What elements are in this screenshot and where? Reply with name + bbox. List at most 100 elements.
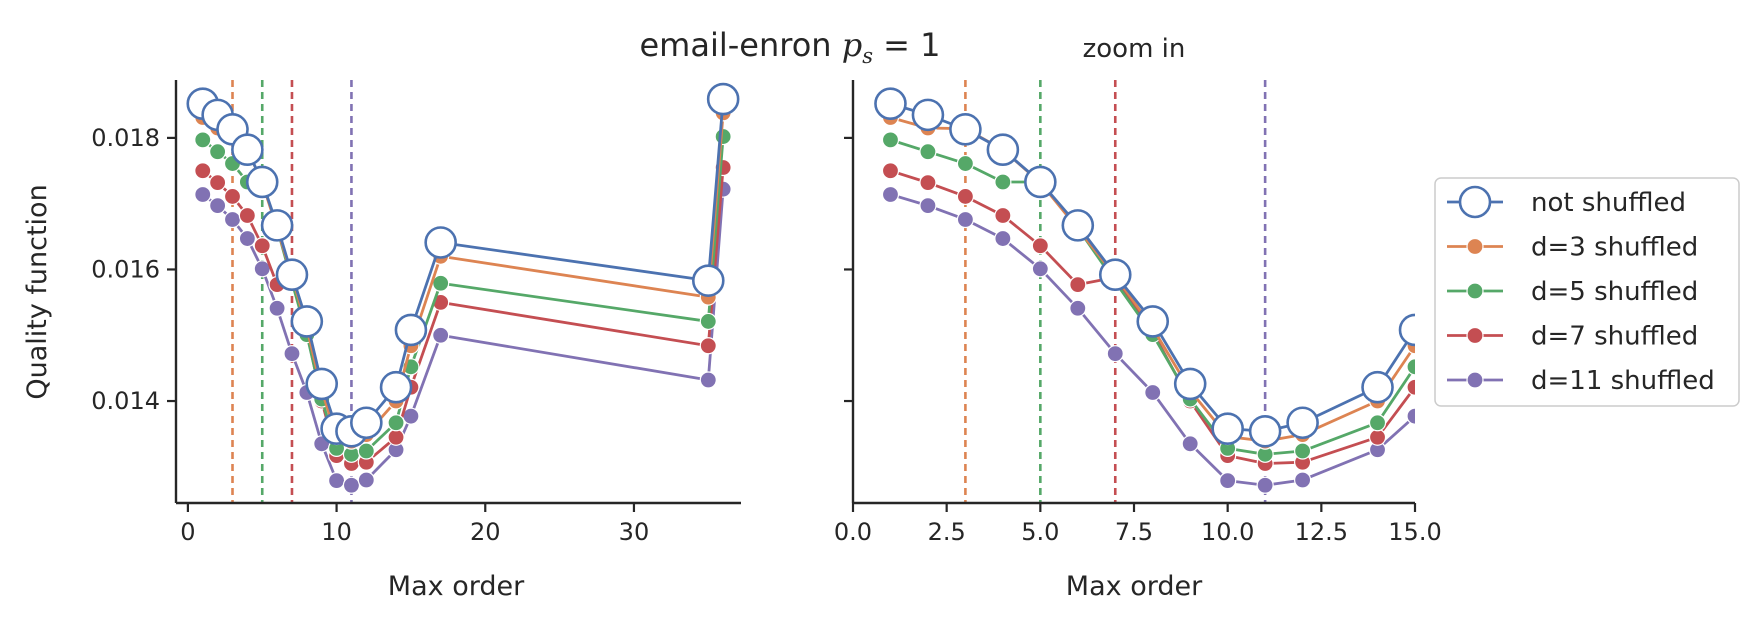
point-d-7-shuffled-left-0 bbox=[194, 162, 212, 180]
axes-left: 0 10 20 30 0.014 0.016 0.018 bbox=[91, 80, 741, 546]
point-d-11-shuffled-left-10 bbox=[342, 476, 361, 494]
point-d-11-shuffled-right-4 bbox=[1031, 260, 1049, 278]
point-d-11-shuffled-right-3 bbox=[994, 229, 1012, 248]
point-d-5-shuffled-left-1 bbox=[209, 143, 227, 161]
point-not-shuffled-right-8 bbox=[1173, 367, 1207, 401]
series-right bbox=[874, 87, 1415, 494]
legend-marker-d-3-shuffled bbox=[1466, 237, 1484, 256]
legend-label-not-shuffled: not shuffled bbox=[1531, 188, 1686, 218]
point-d-7-shuffled-right-0 bbox=[881, 162, 900, 180]
point-not-shuffled-left-6 bbox=[275, 258, 309, 292]
point-not-shuffled-right-10 bbox=[1248, 414, 1282, 448]
legend-entries: not shuffled d=3 shuffled d=5 shuffled d=7 … bbox=[1447, 185, 1715, 396]
point-d-7-shuffled-right-3 bbox=[994, 206, 1012, 225]
point-d-11-shuffled-right-9 bbox=[1219, 472, 1237, 490]
point-not-shuffled-right-9 bbox=[1211, 412, 1244, 445]
x-axis-label-right: Max order bbox=[1066, 571, 1203, 602]
point-d-5-shuffled-right-13 bbox=[1406, 358, 1415, 376]
point-not-shuffled-right-0 bbox=[874, 87, 907, 120]
point-d-5-shuffled-right-2 bbox=[956, 154, 975, 173]
figure-suptitle: email-enron ps = 1 bbox=[639, 26, 940, 68]
point-d-7-shuffled-right-5 bbox=[1069, 275, 1087, 294]
series-left bbox=[186, 82, 740, 494]
point-d-5-shuffled-right-11 bbox=[1293, 442, 1312, 460]
subplot-title-right: zoom in bbox=[1083, 34, 1186, 64]
point-not-shuffled-right-12 bbox=[1361, 370, 1394, 404]
point-d-7-shuffled-left-15 bbox=[699, 337, 717, 355]
x-tick-label-left-1: 10 bbox=[321, 518, 352, 546]
point-not-shuffled-left-13 bbox=[394, 313, 428, 347]
legend-label-d-7-shuffled: d=7 shuffled bbox=[1531, 322, 1698, 352]
point-not-shuffled-left-4 bbox=[245, 165, 279, 199]
point-d-11-shuffled-left-11 bbox=[357, 471, 375, 489]
point-d-7-shuffled-left-2 bbox=[223, 187, 242, 206]
point-d-11-shuffled-right-11 bbox=[1293, 471, 1312, 489]
point-d-5-shuffled-left-16 bbox=[714, 127, 732, 146]
point-not-shuffled-left-16 bbox=[706, 82, 740, 116]
point-d-7-shuffled-left-3 bbox=[238, 206, 256, 225]
point-d-7-shuffled-right-1 bbox=[919, 174, 937, 192]
point-not-shuffled-left-7 bbox=[290, 305, 324, 338]
axes-right: 0.0 2.5 5.0 7.5 10.0 12.5 15.0 bbox=[834, 80, 1442, 546]
point-d-5-shuffled-right-1 bbox=[919, 143, 937, 161]
point-d-11-shuffled-right-6 bbox=[1106, 345, 1124, 363]
point-d-7-shuffled-right-4 bbox=[1031, 237, 1049, 255]
legend: not shuffled d=3 shuffled d=5 shuffled d=7 … bbox=[1434, 177, 1740, 407]
legend-marker-d-7-shuffled bbox=[1466, 326, 1484, 345]
series-d-11-shuffled-right bbox=[881, 185, 1415, 494]
point-d-11-shuffled-right-13 bbox=[1406, 407, 1415, 425]
x-tick-label-right-2: 5.0 bbox=[1021, 518, 1059, 546]
series-d-11-shuffled-left bbox=[194, 180, 732, 494]
point-d-11-shuffled-right-1 bbox=[919, 197, 937, 215]
point-d-7-shuffled-left-4 bbox=[253, 237, 271, 255]
point-not-shuffled-right-13 bbox=[1398, 313, 1415, 347]
point-not-shuffled-right-6 bbox=[1098, 258, 1132, 292]
point-not-shuffled-left-5 bbox=[260, 209, 294, 242]
point-not-shuffled-left-8 bbox=[305, 367, 339, 401]
point-d-7-shuffled-right-2 bbox=[956, 187, 975, 206]
point-d-11-shuffled-left-2 bbox=[223, 210, 242, 229]
legend-label-d-5-shuffled: d=5 shuffled bbox=[1531, 277, 1698, 307]
point-d-5-shuffled-left-12 bbox=[387, 414, 405, 432]
x-tick-label-right-0: 0.0 bbox=[834, 518, 872, 546]
point-d-11-shuffled-right-8 bbox=[1181, 435, 1199, 453]
point-d-11-shuffled-right-10 bbox=[1256, 476, 1274, 494]
point-d-11-shuffled-right-2 bbox=[956, 210, 975, 229]
point-not-shuffled-right-11 bbox=[1286, 406, 1319, 440]
point-d-7-shuffled-left-12 bbox=[387, 428, 405, 446]
point-d-11-shuffled-right-7 bbox=[1144, 383, 1162, 402]
x-axis-label-left: Max order bbox=[388, 571, 525, 602]
point-d-11-shuffled-right-0 bbox=[881, 185, 900, 204]
legend-entry-d-7-shuffled: d=7 shuffled bbox=[1447, 322, 1698, 352]
legend-marker-not-shuffled bbox=[1458, 185, 1492, 219]
point-d-11-shuffled-left-5 bbox=[268, 299, 286, 317]
legend-label-d-3-shuffled: d=3 shuffled bbox=[1531, 233, 1698, 263]
point-not-shuffled-right-2 bbox=[949, 113, 982, 146]
legend-marker-d-5-shuffled bbox=[1466, 282, 1484, 300]
point-d-11-shuffled-left-1 bbox=[209, 197, 227, 215]
point-d-5-shuffled-left-15 bbox=[699, 312, 717, 331]
point-d-7-shuffled-right-13 bbox=[1406, 378, 1415, 396]
panel-left: 0 10 20 30 0.014 0.016 0.018 Max order Quality… bbox=[22, 80, 741, 602]
point-d-11-shuffled-left-6 bbox=[283, 345, 301, 363]
point-d-11-shuffled-right-5 bbox=[1069, 299, 1087, 317]
point-d-5-shuffled-right-0 bbox=[881, 131, 900, 149]
point-not-shuffled-right-3 bbox=[986, 133, 1020, 167]
point-d-11-shuffled-left-15 bbox=[699, 371, 717, 389]
legend-entry-d-5-shuffled: d=5 shuffled bbox=[1447, 277, 1698, 307]
point-d-5-shuffled-left-11 bbox=[357, 442, 375, 460]
x-tick-label-right-3: 7.5 bbox=[1115, 518, 1153, 546]
point-not-shuffled-left-11 bbox=[350, 406, 383, 440]
series-d-5-shuffled-right bbox=[881, 131, 1415, 463]
point-d-5-shuffled-left-0 bbox=[194, 131, 212, 149]
y-tick-label-left-0: 0.014 bbox=[91, 387, 160, 415]
point-d-7-shuffled-right-12 bbox=[1368, 428, 1387, 446]
y-axis-label-left: Quality function bbox=[22, 184, 53, 399]
point-d-11-shuffled-left-9 bbox=[327, 472, 346, 490]
legend-marker-d-11-shuffled bbox=[1466, 371, 1484, 389]
series-not-shuffled-right bbox=[874, 87, 1415, 448]
point-not-shuffled-right-7 bbox=[1136, 305, 1170, 338]
series-not-shuffled-left bbox=[186, 82, 740, 448]
point-d-11-shuffled-left-3 bbox=[238, 229, 256, 248]
